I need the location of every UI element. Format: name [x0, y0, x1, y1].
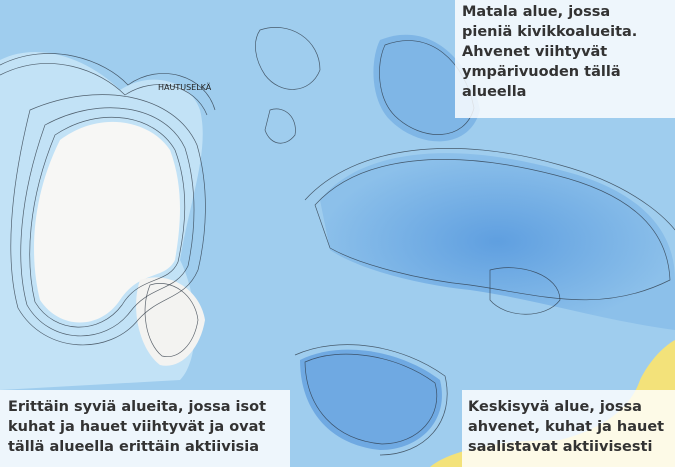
callout-line: alueella: [462, 84, 526, 100]
callout-box: [0, 390, 290, 467]
callout-line: saalistavat aktiivisesti: [468, 439, 652, 455]
callout-line: Erittäin syviä alueita, jossa isot: [8, 399, 266, 415]
callout: Keskisyvä alue, jossa ahvenet, kuhat ja h…: [462, 390, 675, 467]
callout-line: kuhat ja hauet viihtyvät ja ovat: [8, 419, 265, 435]
island: [136, 277, 205, 366]
place-label: HAUTUSELKÄ: [158, 82, 212, 92]
callout-line: Ahvenet viihtyvät: [462, 44, 607, 60]
callout-line: Matala alue, jossa: [462, 4, 610, 20]
contours: [0, 27, 675, 456]
deep-area: [373, 34, 480, 142]
callout: Matala alue, jossa pieniä kivikkoalueita.…: [455, 0, 675, 118]
callout: Erittäin syviä alueita, jossa isot kuhat …: [0, 390, 290, 467]
callout-line: tällä alueella erittäin aktiivisia: [8, 439, 259, 455]
callout-box: [455, 0, 675, 118]
callout-box: [462, 390, 675, 467]
deep-area: [300, 349, 442, 450]
island: [34, 121, 180, 323]
callout-line: ympärivuoden tällä: [462, 64, 621, 80]
deep-area: [320, 153, 675, 330]
callout-line: pieniä kivikkoalueita.: [462, 24, 637, 40]
callout-line: ahvenet, kuhat ja hauet: [468, 419, 664, 435]
callout-line: Keskisyvä alue, jossa: [468, 399, 642, 415]
